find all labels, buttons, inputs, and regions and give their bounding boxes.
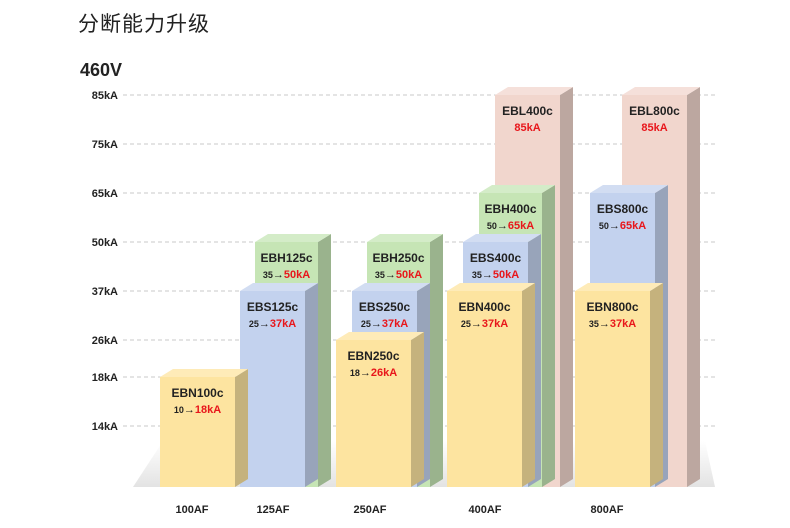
bar-side [235, 369, 248, 487]
bar-value-label: 25→37kA [361, 318, 408, 330]
bar-top [336, 332, 424, 340]
bar-name-label: EBN250c [347, 349, 399, 363]
y-tick-label: 26kA [92, 335, 118, 347]
y-tick-label: 18kA [92, 372, 118, 384]
y-tick-label: 65kA [92, 188, 118, 200]
bar-side [542, 185, 555, 487]
bar-front [447, 291, 522, 487]
x-axis-labels: 100AF 125AF 250AF 400AF 800AF [175, 504, 623, 516]
bar-value-label: 35→50kA [263, 269, 310, 281]
bar-top [622, 87, 700, 95]
bar-side [430, 234, 443, 487]
bar-ebs125c: EBS125c 25→37kA [240, 283, 318, 487]
bar-value-label: 35→50kA [375, 269, 422, 281]
bar-top [352, 283, 430, 291]
bar-name-label: EBN100c [171, 386, 223, 400]
bar-name-label: EBH250c [372, 251, 424, 265]
bar-value-label: 50→65kA [487, 220, 534, 232]
bar-side [411, 332, 424, 487]
voltage-label: 460V [80, 60, 123, 80]
bar-ebn250c: EBN250c 18→26kA [336, 332, 424, 487]
bar-value-label: 35→50kA [472, 269, 519, 281]
bar-value-label: 85kA [641, 122, 667, 134]
bar-top [255, 234, 331, 242]
y-axis-ticks: 14kA 18kA 26kA 37kA 50kA 65kA 75kA 85kA [92, 90, 118, 433]
bar-side [650, 283, 663, 487]
bar-name-label: EBS125c [247, 300, 299, 314]
bar-top [160, 369, 248, 377]
bar-front [336, 340, 411, 487]
y-tick-label: 75kA [92, 139, 118, 151]
bar-value-label: 25→37kA [249, 318, 296, 330]
y-tick-label: 50kA [92, 237, 118, 249]
bar-name-label: EBS250c [359, 300, 411, 314]
bar-name-label: EBL800c [629, 104, 680, 118]
page-title: 分断能力升级 [78, 12, 210, 36]
y-tick-label: 37kA [92, 286, 118, 298]
bar-value-label: 35→37kA [589, 318, 636, 330]
bar-top [575, 283, 663, 291]
bar-side [318, 234, 331, 487]
x-tick-label: 125AF [256, 504, 289, 516]
y-tick-label: 14kA [92, 421, 118, 433]
bar-side [687, 87, 700, 487]
bar-name-label: EBH400c [484, 202, 536, 216]
x-tick-label: 250AF [353, 504, 386, 516]
bar-name-label: EBH125c [260, 251, 312, 265]
bar-top [367, 234, 443, 242]
bar-group: EBL400c 85kA EBL800c 85kA EBH125c 35→50kA EBH2… [160, 87, 700, 487]
bar-top [590, 185, 668, 193]
bar-name-label: EBS800c [597, 202, 649, 216]
bar-value-label: 10→18kA [174, 404, 221, 416]
bar-name-label: EBN400c [458, 300, 510, 314]
bar-side [305, 283, 318, 487]
bar-value-label: 85kA [514, 122, 540, 134]
bar-top [447, 283, 535, 291]
bar-side [522, 283, 535, 487]
bar-ebn100c: EBN100c 10→18kA [160, 369, 248, 487]
bar-front [575, 291, 650, 487]
bar-ebn800c: EBN800c 35→37kA [575, 283, 663, 487]
bar-top [240, 283, 318, 291]
bar-name-label: EBN800c [586, 300, 638, 314]
bar-name-label: EBL400c [502, 104, 553, 118]
bar-top [479, 185, 555, 193]
x-tick-label: 100AF [175, 504, 208, 516]
bar-top [463, 234, 541, 242]
bar-value-label: 50→65kA [599, 220, 646, 232]
bar-value-label: 18→26kA [350, 367, 397, 379]
bar-name-label: EBS400c [470, 251, 522, 265]
y-tick-label: 85kA [92, 90, 118, 102]
bar-front [240, 291, 305, 487]
x-tick-label: 800AF [590, 504, 623, 516]
bar-top [495, 87, 573, 95]
bar-side [560, 87, 573, 487]
bar-front [160, 377, 235, 487]
x-tick-label: 400AF [468, 504, 501, 516]
bar-ebn400c: EBN400c 25→37kA [447, 283, 535, 487]
bar-value-label: 25→37kA [461, 318, 508, 330]
